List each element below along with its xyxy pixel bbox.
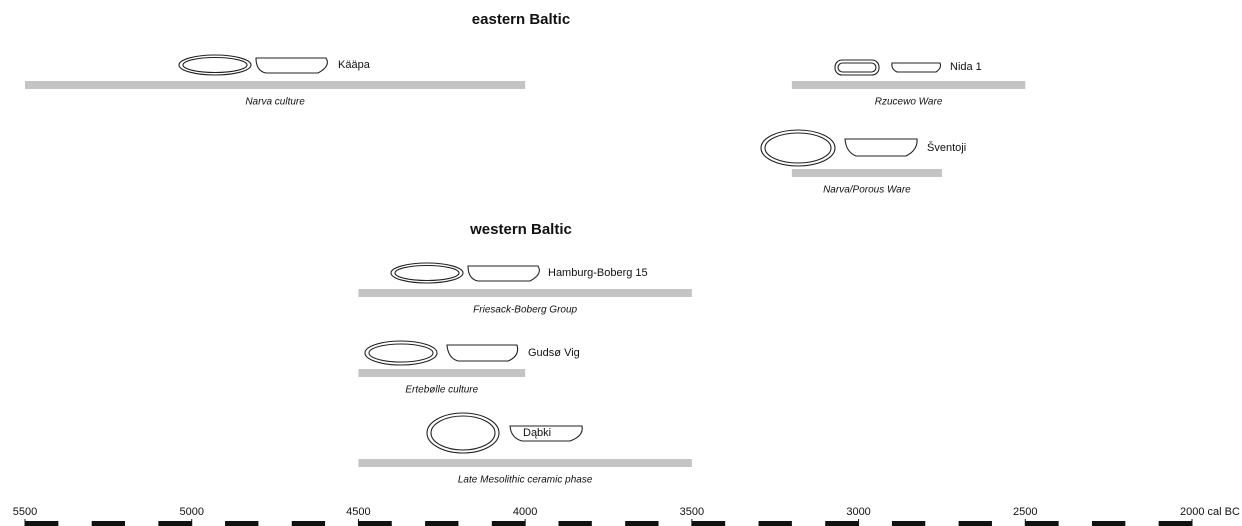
- scale-segment: [625, 521, 659, 526]
- scale-segment: [958, 521, 992, 526]
- x-tick-label: 5000: [179, 506, 203, 518]
- scale-segment: [425, 521, 459, 526]
- site-label: Dąbki: [523, 427, 551, 439]
- range-bar: [358, 369, 526, 377]
- scale-segment: [225, 521, 259, 526]
- x-tick-label: 4500: [346, 506, 370, 518]
- scale-segment: [1158, 521, 1192, 526]
- scale-segment: [291, 521, 326, 526]
- scale-segment: [1091, 521, 1126, 526]
- culture-label: Narva/Porous Ware: [823, 185, 911, 196]
- vessel-drawings: [178, 54, 942, 454]
- range-bar: [25, 81, 526, 89]
- scale-segment: [758, 521, 792, 526]
- site-label: Gudsø Vig: [528, 347, 580, 359]
- group-title: eastern Baltic: [472, 11, 570, 28]
- site-label: Nida 1: [950, 61, 982, 73]
- x-tick-label: 3000: [846, 506, 870, 518]
- site-label: Hamburg-Boberg 15: [548, 267, 648, 279]
- x-tick-label: 5500: [13, 506, 37, 518]
- culture-label: Late Mesolithic ceramic phase: [458, 475, 593, 486]
- scale-segment: [891, 521, 926, 526]
- scale-segment: [691, 521, 726, 526]
- culture-label: Narva culture: [245, 97, 305, 108]
- x-tick-label: 2500: [1013, 506, 1037, 518]
- group-title: western Baltic: [469, 221, 572, 238]
- x-tick-label: 3500: [680, 506, 704, 518]
- range-bar: [791, 81, 1026, 89]
- scale-segment: [158, 521, 192, 526]
- range-bar: [791, 169, 942, 177]
- scale-segment: [25, 521, 59, 526]
- site-label: Šventoji: [927, 141, 966, 154]
- scale-segment: [1025, 521, 1059, 526]
- scale-segment: [558, 521, 592, 526]
- scale-segment: [91, 521, 126, 526]
- culture-label: Friesack-Boberg Group: [473, 305, 577, 316]
- culture-label: Rzucewo Ware: [875, 97, 943, 108]
- culture-label: Ertebølle culture: [405, 385, 478, 396]
- scale-segment: [358, 521, 392, 526]
- scale-segment: [825, 521, 859, 526]
- x-tick-label: 4000: [513, 506, 537, 518]
- range-bar: [358, 289, 692, 297]
- x-tick-label: 2000 cal BC: [1180, 506, 1240, 518]
- site-label: Kääpa: [338, 59, 371, 71]
- range-bar: [358, 459, 692, 467]
- scale-segment: [491, 521, 526, 526]
